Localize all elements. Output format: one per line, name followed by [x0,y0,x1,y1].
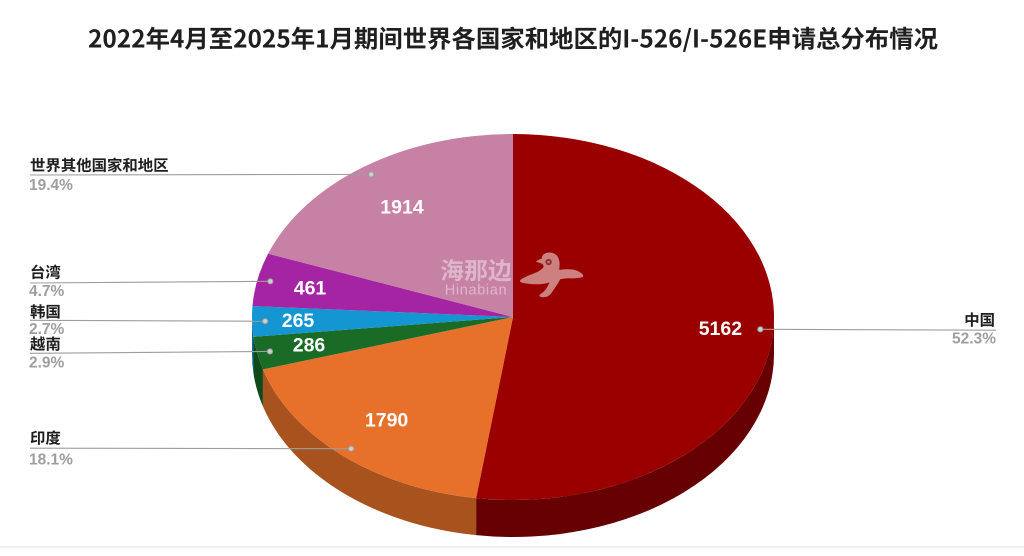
svg-text:18.1%: 18.1% [29,452,73,469]
svg-text:Hinabian: Hinabian [445,283,507,299]
svg-text:5162: 5162 [699,318,743,340]
svg-text:19.4%: 19.4% [29,177,73,194]
svg-text:1790: 1790 [365,409,409,431]
svg-text:2.7%: 2.7% [29,321,65,338]
svg-text:286: 286 [293,334,326,356]
svg-text:52.3%: 52.3% [952,331,996,348]
svg-text:461: 461 [294,277,327,299]
svg-text:265: 265 [282,310,315,332]
svg-text:1914: 1914 [380,197,424,219]
svg-text:4.7%: 4.7% [29,283,65,300]
svg-text:2.9%: 2.9% [29,355,65,372]
